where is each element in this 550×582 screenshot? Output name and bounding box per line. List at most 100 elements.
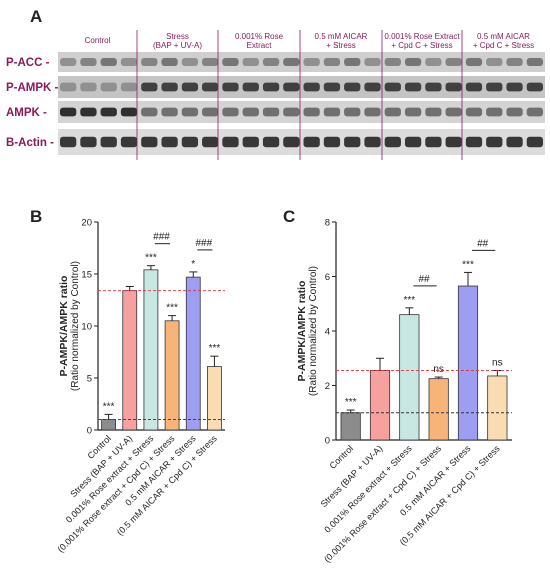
bar (487, 375, 508, 441)
blot-band (222, 58, 239, 66)
blot-band (465, 82, 483, 92)
bar (428, 378, 449, 441)
blot-band (465, 58, 483, 66)
blot-band (161, 136, 178, 148)
blot-band (425, 136, 442, 148)
blot-band (283, 58, 300, 66)
blot-band (303, 82, 320, 92)
blot-strip-1 (58, 52, 545, 72)
blot-column-heading: 0.5 mM AICAR (477, 32, 530, 41)
y-tick-label: 0 (87, 426, 92, 437)
blot-band (486, 136, 503, 148)
blot-band (486, 82, 503, 92)
y-tick-label: 5 (87, 374, 92, 385)
blot-band (364, 58, 381, 66)
blot-band (202, 136, 219, 148)
blot-column-heading: (BAP + UV-A) (153, 41, 202, 50)
blot-band (141, 82, 158, 92)
blot-band (120, 82, 138, 92)
blot-row-label: AMPK - (6, 107, 47, 119)
blot-band (344, 82, 361, 92)
blot-band (262, 107, 280, 117)
y-axis-sublabel: (Ratio normalized by Control) (308, 266, 319, 396)
blot-band (465, 107, 483, 117)
blot-band (344, 107, 361, 117)
blot-column-heading: + Stress (326, 41, 356, 50)
significance-label: *** (462, 259, 474, 270)
blot-band (242, 136, 259, 148)
blot-band (384, 107, 401, 117)
blot-column-heading: + Cpd C + Stress (391, 41, 452, 50)
blot-row-label: B-Actin - (6, 137, 54, 149)
blot-band (100, 136, 117, 148)
blot-band (222, 136, 239, 148)
blot-band (323, 58, 341, 66)
significance-label: *** (345, 397, 357, 408)
blot-band (161, 107, 178, 117)
comparison-label: ### (153, 232, 170, 243)
blot-band (486, 107, 503, 117)
blot-band (262, 58, 280, 66)
blot-band (303, 136, 320, 148)
blot-band (445, 82, 462, 92)
blot-band (303, 58, 320, 66)
y-tick-label: 6 (325, 272, 330, 283)
comparison-label: ## (418, 274, 430, 285)
blot-band (445, 58, 462, 66)
blot-band (202, 58, 219, 66)
blot-band (60, 82, 77, 92)
blot-band (384, 82, 401, 92)
blot-band (364, 107, 381, 117)
blot-band (181, 82, 199, 92)
blot-band (222, 107, 239, 117)
blot-column-heading: 0.5 mM AICAR (315, 32, 368, 41)
blot-band (181, 58, 199, 66)
blot-band (364, 82, 381, 92)
blot-column-heading: 0.001% Rose Extract (384, 32, 460, 41)
blot-band (486, 58, 503, 66)
blot-band (506, 107, 523, 117)
blot-band (100, 82, 117, 92)
blot-band (60, 58, 77, 66)
blot-band (425, 82, 442, 92)
comparison-label: ### (195, 238, 212, 249)
blot-row-label: P-ACC - (6, 57, 50, 69)
blot-band (283, 136, 300, 148)
blot-band (120, 107, 138, 117)
western-blot-panel: Control Stress(BAP + UV-A) 0.001% RoseExtr… (6, 30, 545, 160)
blot-band (526, 58, 543, 66)
bar (399, 314, 420, 441)
blot-band (100, 107, 117, 117)
bar (101, 419, 116, 431)
blot-band (344, 136, 361, 148)
blot-band (242, 82, 259, 92)
blot-band (384, 58, 401, 66)
blot-band (222, 82, 239, 92)
blot-band (161, 82, 178, 92)
panel-a-letter: A (30, 7, 42, 26)
y-axis-label: P-AMPK/AMPK ratio (296, 281, 308, 382)
significance-label: ns (433, 364, 444, 375)
blot-band (404, 107, 422, 117)
bar (185, 276, 201, 431)
bar (143, 269, 159, 431)
blot-band (323, 107, 341, 117)
blot-band (80, 82, 97, 92)
blot-band (262, 136, 280, 148)
significance-label: *** (166, 303, 178, 314)
blot-band (526, 82, 543, 92)
blot-band (344, 58, 361, 66)
blot-strip-4 (58, 129, 545, 155)
blot-column-heading: 0.001% Rose (235, 32, 284, 41)
blot-band (526, 107, 543, 117)
blot-band (506, 58, 523, 66)
blot-band (445, 136, 462, 148)
panel-b-letter: B (30, 207, 42, 226)
blot-band (60, 136, 77, 148)
bar (457, 285, 479, 441)
y-tick-label: 8 (325, 218, 330, 229)
blot-band (526, 136, 543, 148)
blot-band (506, 82, 523, 92)
chart-b: 0 5 10 15 20 P-AMPK/AMPK ratio (Ratio normaliz… (56, 218, 225, 554)
